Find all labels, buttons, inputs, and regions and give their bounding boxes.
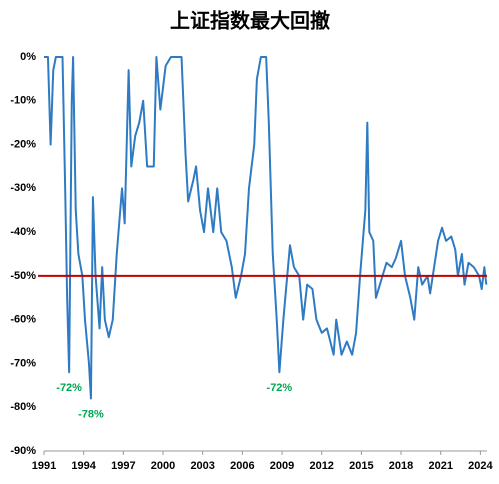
x-tick-label: 2009: [270, 460, 294, 472]
drawdown-line: [44, 56, 488, 400]
y-tick-label: -70%: [10, 357, 36, 369]
x-tick-label: 1994: [71, 460, 96, 472]
y-tick-label: -80%: [10, 401, 36, 413]
y-tick-label: -20%: [10, 138, 36, 150]
y-tick-label: -40%: [10, 226, 36, 238]
x-tick-label: 2021: [428, 460, 452, 472]
x-tick-label: 2000: [151, 460, 175, 472]
y-tick-label: -10%: [10, 95, 36, 107]
y-tick-label: -90%: [10, 445, 36, 457]
annotation: -72%: [267, 382, 293, 394]
y-tick-label: 0%: [20, 51, 36, 63]
x-tick-label: 1997: [111, 460, 135, 472]
x-tick-label: 2006: [230, 460, 254, 472]
x-tick-label: 2024: [468, 460, 493, 472]
x-tick-label: 2018: [389, 460, 413, 472]
x-tick-label: 2003: [190, 460, 214, 472]
x-tick-label: 2012: [309, 460, 333, 472]
y-tick-label: -60%: [10, 314, 36, 326]
chart-title: 上证指数最大回撤: [170, 8, 330, 32]
y-tick-label: -30%: [10, 182, 36, 194]
x-tick-label: 1991: [32, 460, 56, 472]
annotation: -72%: [56, 382, 82, 394]
x-tick-label: 2015: [349, 460, 373, 472]
annotation: -78%: [78, 408, 104, 420]
y-tick-label: -50%: [10, 270, 36, 282]
